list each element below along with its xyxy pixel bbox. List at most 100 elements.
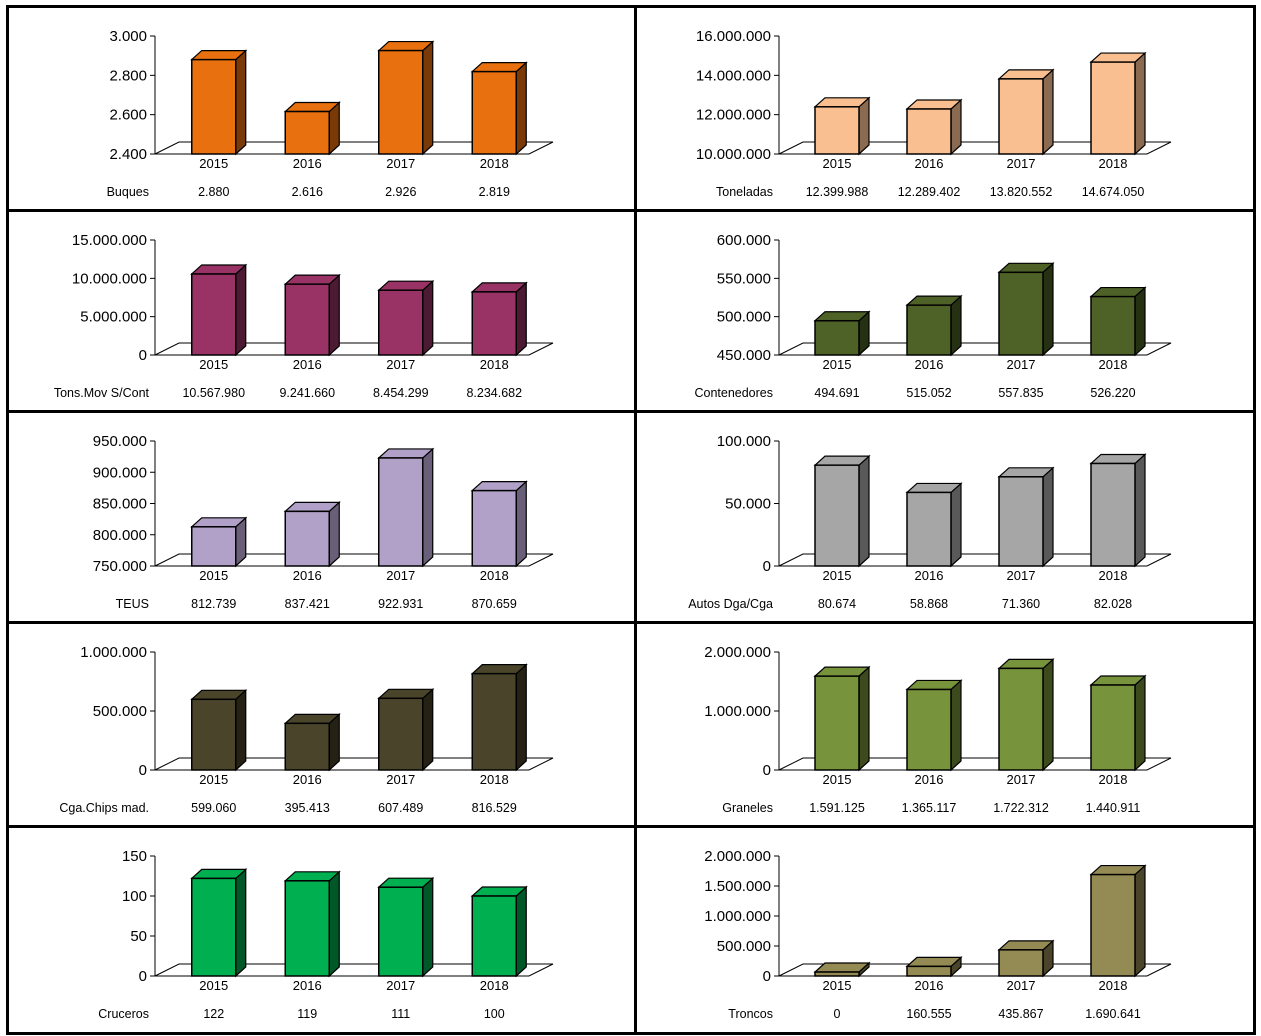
y-tick-label: 14.000.000	[696, 67, 771, 84]
data-value-label: 494.691	[814, 386, 859, 400]
data-value-label: 9.241.660	[279, 386, 335, 400]
x-category-label: 2018	[480, 772, 509, 787]
x-category-label: 2017	[1007, 156, 1036, 171]
data-value-label: 100	[484, 1007, 505, 1021]
y-tick-label: 100.000	[717, 433, 771, 450]
x-category-label: 2018	[1099, 156, 1128, 171]
series-row-label: Contenedores	[694, 386, 773, 400]
y-tick-label: 100	[122, 888, 147, 905]
series-row-label: Graneles	[722, 801, 773, 815]
y-tick-label: 750.000	[93, 558, 147, 575]
y-tick-label: 500.000	[93, 703, 147, 720]
data-value-label: 0	[834, 1007, 841, 1021]
bar-2015	[813, 96, 871, 156]
data-value-label: 1.690.641	[1085, 1007, 1141, 1021]
bar-2015	[190, 263, 248, 357]
chart-panel-4: 450.000 500.000 550.000 600.000 2015 494.691 2…	[634, 209, 1256, 414]
y-tick-label: 50.000	[725, 496, 771, 513]
x-category-label: 2016	[293, 568, 322, 583]
bar-chart: 0 5.000.000 10.000.000 15.000.000 2015 10.567…	[54, 232, 554, 400]
data-value-label: 12.289.402	[898, 185, 961, 199]
bar-2016	[905, 956, 963, 978]
bar-2017	[997, 939, 1055, 978]
data-value-label: 607.489	[378, 801, 423, 815]
y-tick-label: 600.000	[717, 232, 771, 249]
bar-2017	[377, 687, 435, 772]
x-category-label: 2016	[915, 357, 944, 372]
x-category-label: 2015	[199, 568, 228, 583]
data-value-label: 870.659	[472, 597, 517, 611]
y-tick-label: 1.000.000	[704, 908, 771, 925]
bar-chart: 0 1.000.000 2.000.000 2015 1.591.125 2016 1.36…	[704, 644, 1172, 815]
data-value-label: 837.421	[285, 597, 330, 611]
chart-panel-1: 2.400 2.600 2.800 3.000 2015 2.880 2016 2.616 20…	[6, 5, 638, 213]
bar-2015	[813, 454, 871, 568]
x-category-label: 2015	[199, 156, 228, 171]
bar-2018	[470, 281, 528, 357]
data-value-label: 8.454.299	[373, 386, 429, 400]
bar-2018	[1089, 453, 1147, 568]
bar-2016	[905, 679, 963, 772]
y-tick-label: 950.000	[93, 433, 147, 450]
data-value-label: 119	[297, 1007, 317, 1021]
bar-2017	[377, 876, 435, 978]
bar-chart: 750.000 800.000 850.000 900.000 950.000 2015 8…	[93, 433, 554, 611]
series-row-label: Cga.Chips mad.	[59, 801, 149, 815]
bar-chart: 450.000 500.000 550.000 600.000 2015 494.691 2…	[694, 232, 1172, 400]
bar-2017	[997, 658, 1055, 772]
data-value-label: 1.440.911	[1086, 801, 1141, 815]
y-tick-label: 500.000	[717, 309, 771, 326]
bar-2016	[283, 712, 341, 772]
data-value-label: 80.674	[818, 597, 856, 611]
y-tick-label: 500.000	[717, 938, 771, 955]
chart-panel-6: 0 50.000 100.000 2015 80.674 2016 58.868 2017 71…	[634, 410, 1256, 625]
y-tick-label: 0	[139, 347, 147, 364]
x-category-label: 2018	[1099, 568, 1128, 583]
data-value-label: 526.220	[1090, 386, 1135, 400]
data-value-label: 1.591.125	[809, 801, 865, 815]
y-tick-label: 5.000.000	[80, 309, 147, 326]
y-tick-label: 2.600	[109, 107, 147, 124]
y-tick-label: 1.000.000	[80, 644, 147, 661]
bar-2018	[470, 885, 528, 978]
chart-panel-9: 0 50 100 150 2015 122 2016 119 2017 111 2018 100 Cru…	[6, 825, 638, 1035]
y-tick-label: 50	[130, 928, 147, 945]
bar-2018	[470, 61, 528, 156]
x-category-label: 2017	[1007, 357, 1036, 372]
chart-panel-3: 0 5.000.000 10.000.000 15.000.000 2015 10.567…	[6, 209, 638, 414]
x-category-label: 2016	[915, 772, 944, 787]
bar-2018	[1089, 51, 1147, 156]
bar-2015	[813, 665, 871, 772]
data-value-label: 111	[391, 1007, 410, 1021]
y-tick-label: 1.500.000	[704, 878, 771, 895]
x-category-label: 2017	[386, 357, 415, 372]
data-value-label: 1.722.312	[993, 801, 1049, 815]
y-tick-label: 10.000.000	[72, 270, 147, 287]
y-tick-label: 2.800	[109, 67, 147, 84]
x-category-label: 2016	[293, 978, 322, 993]
series-row-label: Buques	[107, 185, 149, 199]
data-value-label: 1.365.117	[902, 801, 957, 815]
x-category-label: 2018	[480, 156, 509, 171]
x-category-label: 2017	[1007, 772, 1036, 787]
y-tick-label: 1.000.000	[704, 703, 771, 720]
data-value-label: 2.880	[198, 185, 229, 199]
data-value-label: 515.052	[906, 386, 951, 400]
bar-2015	[190, 516, 248, 568]
bar-2018	[1089, 864, 1147, 978]
bar-2016	[905, 482, 963, 568]
x-category-label: 2018	[480, 978, 509, 993]
bar-chart: 0 500.000 1.000.000 2015 599.060 2016 395.413 2…	[59, 644, 554, 815]
chart-panel-5: 750.000 800.000 850.000 900.000 950.000 2015 8…	[6, 410, 638, 625]
data-value-label: 2.819	[479, 185, 510, 199]
data-value-label: 599.060	[191, 801, 236, 815]
bar-2016	[283, 501, 341, 568]
x-category-label: 2016	[293, 156, 322, 171]
y-tick-label: 0	[763, 558, 771, 575]
x-category-label: 2015	[823, 568, 852, 583]
y-tick-label: 0	[763, 968, 771, 985]
data-value-label: 2.926	[385, 185, 416, 199]
x-category-label: 2015	[823, 156, 852, 171]
y-tick-label: 550.000	[717, 270, 771, 287]
bar-chart: 0 500.000 1.000.000 1.500.000 2.000.000 2015 0…	[704, 848, 1172, 1021]
